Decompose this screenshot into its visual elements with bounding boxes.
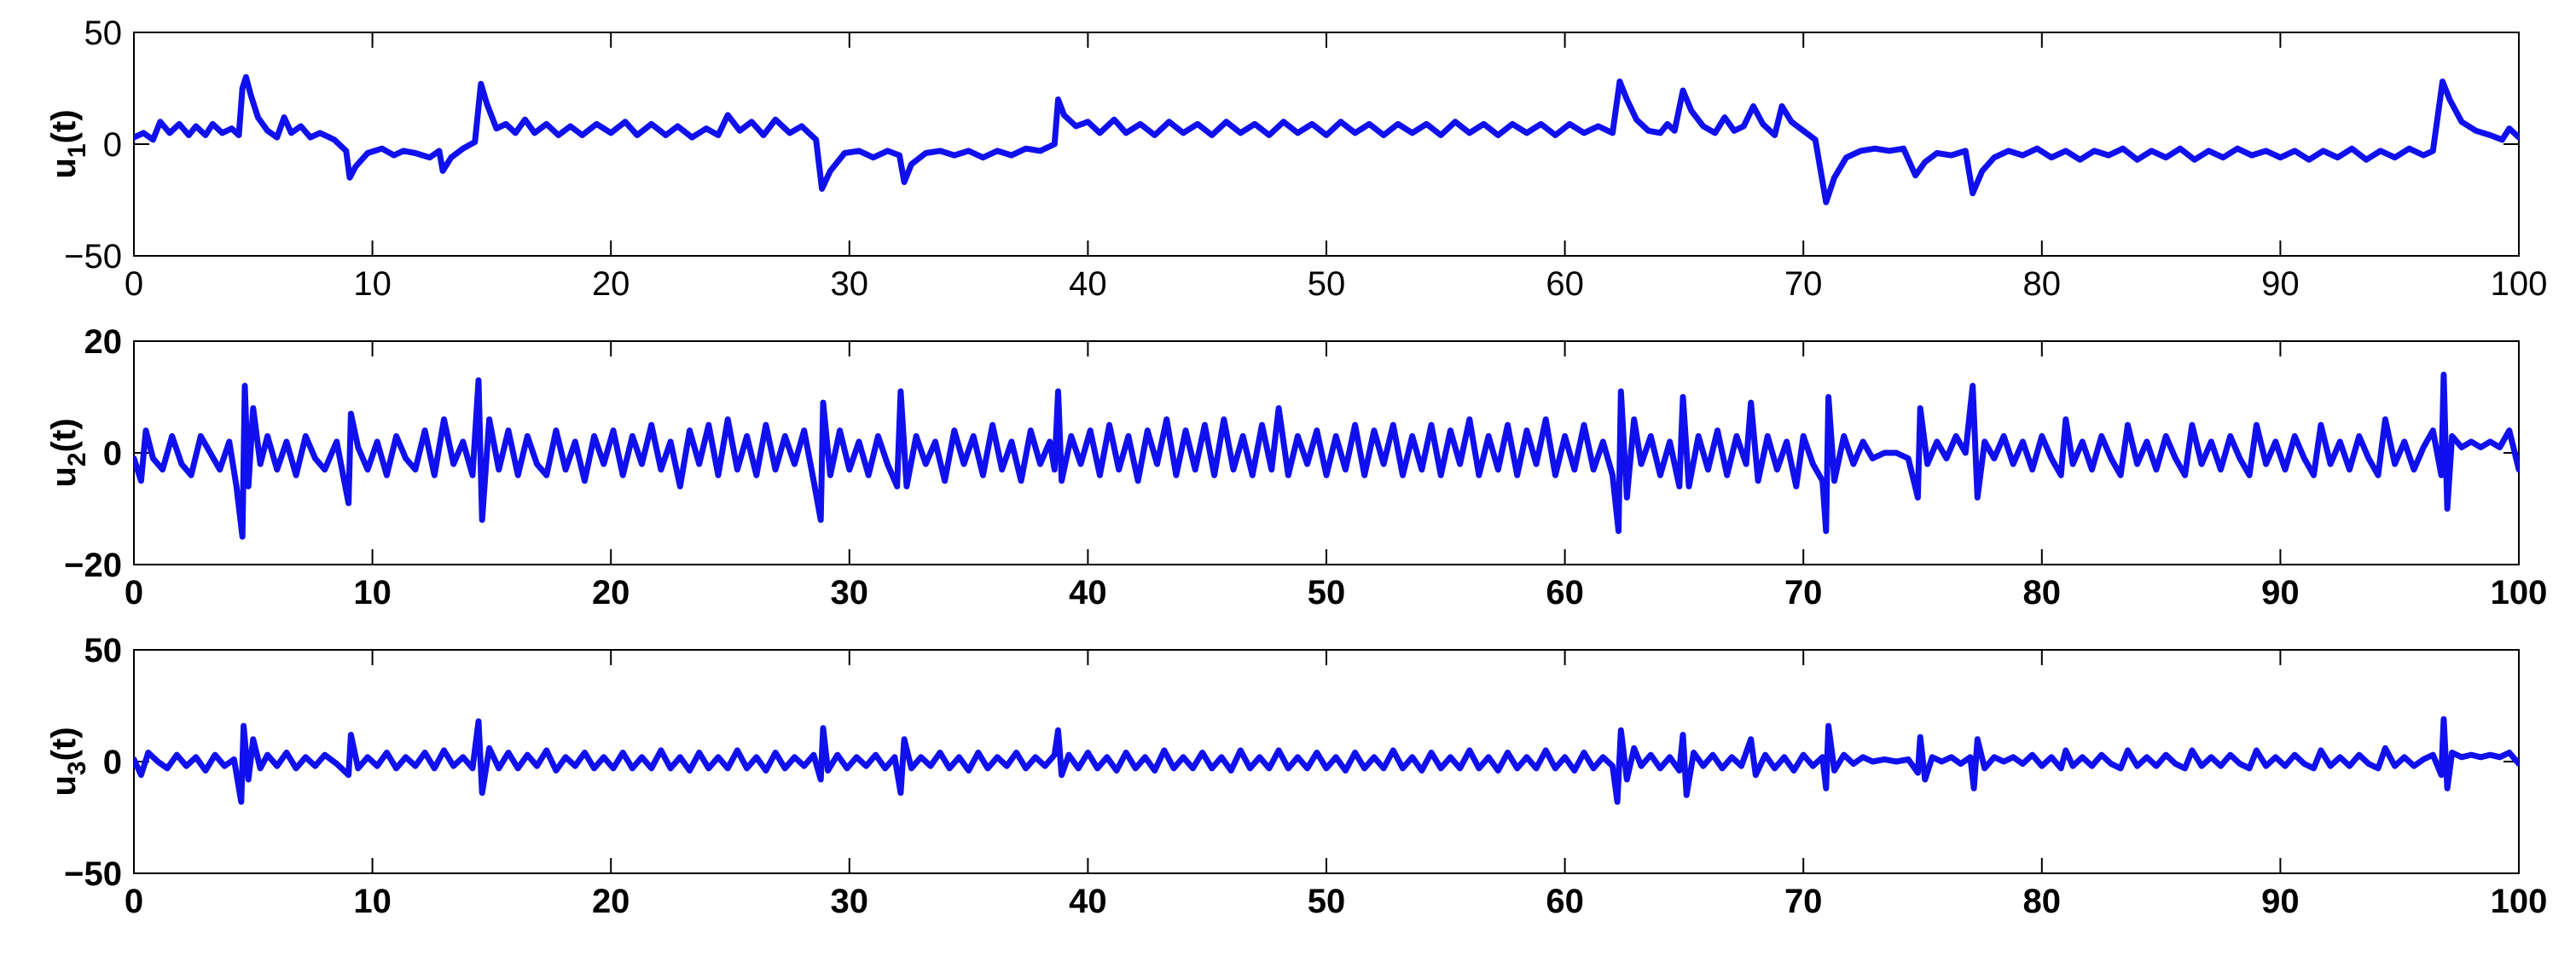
- x-tick-label: 10: [353, 265, 392, 303]
- x-tick-label: 70: [1784, 265, 1823, 303]
- x-tick-label: 60: [1546, 574, 1584, 611]
- x-tick-label: 80: [2023, 265, 2062, 303]
- y-tick-label: 50: [84, 14, 123, 52]
- x-tick-label: 20: [592, 265, 630, 303]
- y-tick-label: 0: [103, 435, 122, 472]
- y-axis-label-suffix: (t): [45, 727, 83, 761]
- x-tick-label: 0: [125, 883, 143, 920]
- y-axis-label-subscript: 3: [63, 761, 91, 775]
- y-axis-label-suffix: (t): [45, 418, 83, 452]
- x-tick-label: 0: [125, 574, 143, 611]
- x-tick-label: 70: [1784, 883, 1823, 920]
- x-tick-label: 30: [831, 574, 869, 611]
- y-tick-label: 50: [84, 632, 123, 669]
- y-tick-label: 20: [84, 323, 123, 361]
- y-tick-label: 0: [103, 744, 122, 781]
- x-tick-label: 90: [2261, 574, 2300, 611]
- y-axis-label-suffix: (t): [45, 109, 83, 143]
- x-tick-label: 90: [2261, 883, 2300, 920]
- x-tick-label: 20: [592, 883, 630, 920]
- y-axis-label: u1(t): [45, 109, 91, 178]
- x-tick-label: 40: [1069, 883, 1107, 920]
- series-line: [134, 73, 2519, 206]
- x-tick-label: 70: [1784, 574, 1823, 611]
- x-tick-label: 50: [1308, 574, 1346, 611]
- x-tick-label: 50: [1308, 265, 1346, 303]
- series-line: [134, 716, 2519, 805]
- y-tick-label: 0: [103, 126, 122, 164]
- x-tick-label: 0: [125, 265, 143, 303]
- axes-frame: [133, 32, 2520, 257]
- x-tick-label: 30: [831, 265, 869, 303]
- x-tick-label: 80: [2023, 574, 2062, 611]
- y-axis-label-base: u: [45, 467, 83, 487]
- x-tick-label: 80: [2023, 883, 2062, 920]
- x-tick-label: 10: [353, 883, 392, 920]
- y-axis-label: u3(t): [45, 727, 91, 796]
- x-tick-label: 60: [1546, 265, 1584, 303]
- x-tick-label: 100: [2491, 574, 2548, 611]
- x-tick-label: 90: [2261, 265, 2300, 303]
- y-axis-label-base: u: [45, 775, 83, 796]
- x-tick-label: 30: [831, 883, 869, 920]
- y-axis-label-subscript: 2: [63, 452, 91, 467]
- x-tick-label: 10: [353, 574, 392, 611]
- y-axis-label-subscript: 1: [63, 143, 91, 158]
- y-tick-label: −20: [64, 547, 122, 584]
- x-tick-label: 100: [2491, 265, 2548, 303]
- y-axis-label-base: u: [45, 158, 83, 178]
- x-tick-label: 40: [1069, 574, 1107, 611]
- series-line: [134, 371, 2519, 540]
- y-tick-label: −50: [64, 238, 122, 275]
- x-tick-label: 100: [2491, 883, 2548, 920]
- y-tick-label: −50: [64, 855, 122, 893]
- x-tick-label: 40: [1069, 265, 1107, 303]
- x-tick-label: 50: [1308, 883, 1346, 920]
- x-tick-label: 60: [1546, 883, 1584, 920]
- y-axis-label: u2(t): [45, 418, 91, 487]
- x-tick-label: 20: [592, 574, 630, 611]
